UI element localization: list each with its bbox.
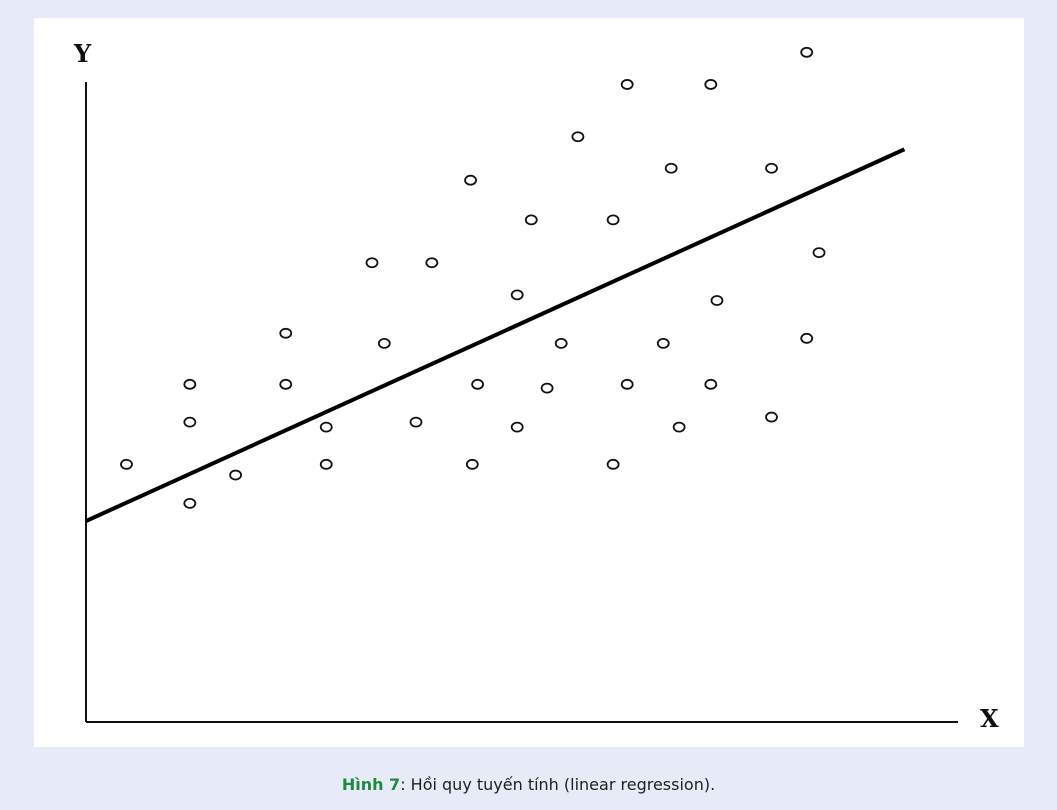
- data-point-13: [425, 257, 439, 269]
- data-point-15: [465, 458, 479, 470]
- caption-text: : Hồi quy tuyến tính (linear regression)…: [400, 775, 716, 794]
- data-point-28: [664, 162, 678, 174]
- data-point-16: [471, 378, 485, 390]
- data-point-9: [319, 458, 333, 470]
- data-point-17: [510, 289, 524, 301]
- data-point-35: [800, 46, 814, 58]
- data-point-4: [183, 497, 197, 509]
- scatter-chart: Y X: [73, 39, 999, 733]
- regression-line: [85, 147, 906, 523]
- data-point-5: [229, 469, 243, 481]
- data-point-26: [620, 378, 634, 390]
- x-axis-label: X: [980, 704, 999, 733]
- data-point-10: [365, 257, 379, 269]
- data-point-6: [279, 327, 293, 339]
- data-point-18: [510, 421, 524, 433]
- y-axis-label: Y: [73, 39, 92, 68]
- data-point-1: [120, 458, 133, 470]
- data-point-8: [319, 421, 333, 433]
- data-point-25: [620, 79, 634, 90]
- data-point-24: [606, 458, 620, 470]
- data-point-30: [704, 79, 718, 90]
- data-point-2: [183, 378, 197, 390]
- data-point-37: [812, 247, 826, 259]
- data-point-31: [704, 378, 718, 390]
- figure-caption: Hình 7: Hồi quy tuyến tính (linear regre…: [0, 775, 1057, 794]
- data-point-23: [606, 214, 620, 226]
- data-point-32: [710, 295, 724, 306]
- data-point-33: [765, 162, 778, 174]
- data-point-29: [672, 421, 686, 433]
- figure-label: Hình 7: [341, 775, 401, 794]
- data-point-12: [409, 416, 423, 428]
- data-point-7: [279, 378, 293, 390]
- data-point-20: [540, 382, 554, 394]
- data-point-14: [464, 174, 477, 186]
- data-point-3: [183, 416, 197, 428]
- data-point-34: [765, 411, 778, 423]
- data-point-36: [800, 332, 814, 344]
- points-layer: [120, 46, 826, 509]
- data-point-27: [656, 337, 670, 349]
- data-point-19: [524, 214, 538, 226]
- data-point-21: [554, 337, 568, 349]
- data-point-11: [377, 337, 391, 349]
- data-point-22: [571, 131, 585, 143]
- plot-panel: [34, 18, 1024, 747]
